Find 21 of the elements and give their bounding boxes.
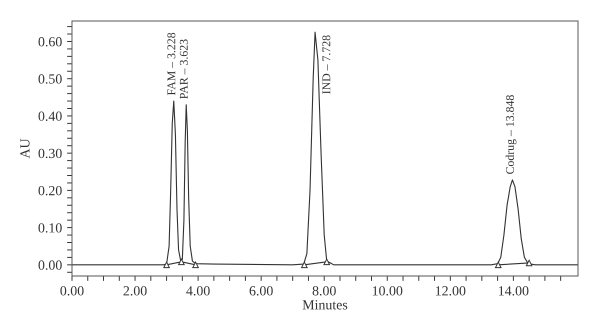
y-tick-label: 0.30 [38,148,62,158]
annotation: FAM – 3.228 [167,32,176,96]
x-tick-label: 8.00 [312,286,336,296]
y-axis-title: AU [20,138,30,158]
x-tick-label: 6.00 [250,286,273,296]
x-axis-title: Minutes [302,300,348,310]
y-tick-label: 0.00 [38,260,62,270]
y-tick-label: 0.20 [38,186,62,196]
y-tick-label: 0.40 [38,112,62,121]
annotation: PAR – 3.623 [180,39,188,99]
annotation: Codrug – 13.848 [506,95,516,174]
x-tick-label: 14.00 [498,286,528,296]
y-tick-label: 0.10 [38,223,62,233]
x-tick-label: 4.00 [186,286,210,296]
annotation: IND – 7.728 [322,35,330,94]
x-tick-label: 2.00 [124,286,147,296]
x-tick-label: 0.00 [60,286,84,296]
y-tick-label: 0.50 [38,74,62,84]
x-tick-label: 10.00 [372,286,402,296]
x-tick-label: 12.00 [436,286,466,296]
y-tick-label: 0.60 [38,37,62,46]
